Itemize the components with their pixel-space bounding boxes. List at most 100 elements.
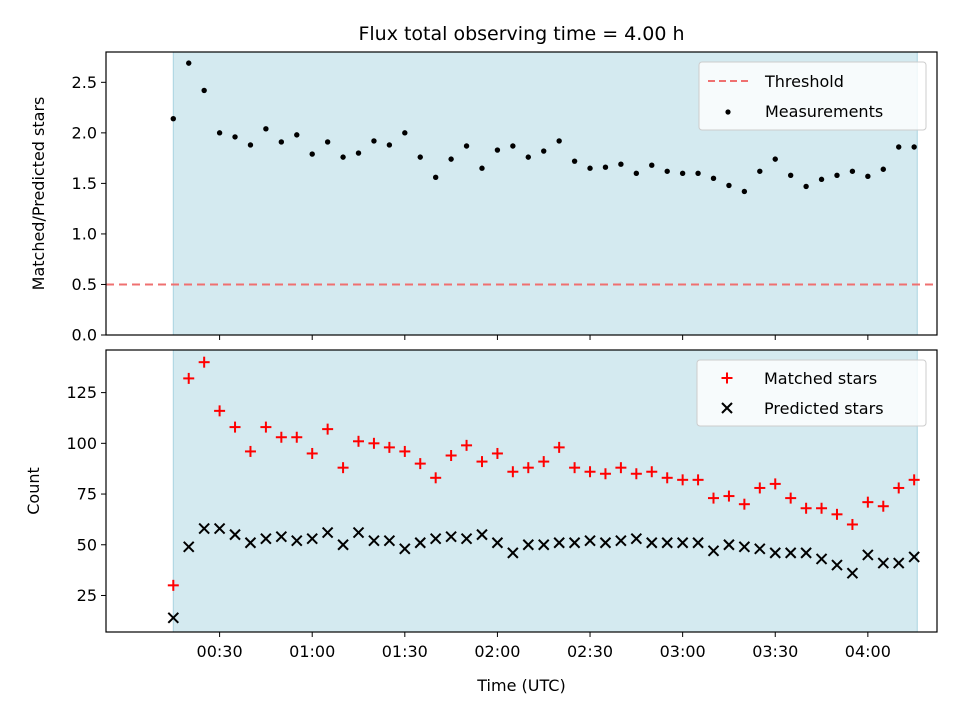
measurement-point — [232, 134, 238, 140]
cross-b — [646, 537, 658, 549]
y-tick-label: 100 — [66, 434, 97, 453]
measurement-point — [911, 144, 917, 150]
predicted-star-point — [260, 532, 272, 545]
measurement-point — [170, 116, 176, 122]
measurement-point — [278, 139, 285, 145]
cross-b — [352, 526, 365, 539]
measurement-point — [679, 170, 686, 176]
measurement-point — [432, 174, 439, 181]
predicted-star-point — [213, 522, 226, 535]
matched-star-point — [908, 474, 920, 486]
cross-b — [213, 522, 226, 535]
cross-b — [260, 532, 272, 545]
cross-b — [460, 532, 473, 545]
matched-star-point — [368, 437, 380, 449]
measurement-point — [865, 173, 871, 180]
predicted-star-point — [291, 534, 303, 547]
matched-star-point — [785, 492, 797, 504]
matched-star-point — [337, 462, 349, 474]
cross-b — [229, 528, 241, 541]
measurement-point — [263, 126, 269, 132]
cross-b — [538, 539, 550, 551]
matched-star-point — [275, 431, 287, 443]
matched-star-point — [646, 466, 658, 478]
matched-star-point — [383, 441, 395, 453]
y-tick-label: 75 — [77, 485, 97, 504]
measurement-point — [710, 175, 717, 182]
x-tick-label: 03:30 — [752, 642, 798, 661]
predicted-stars-series — [167, 522, 920, 624]
cross-b — [615, 534, 627, 547]
cross-b — [584, 534, 596, 547]
x-tick-label: 03:00 — [660, 642, 706, 661]
matched-star-point — [816, 502, 828, 514]
predicted-star-point — [183, 541, 195, 553]
matched-star-point — [800, 502, 812, 514]
matched-star-point — [630, 468, 642, 480]
y-tick-label: 25 — [77, 586, 97, 605]
ratio-legend: Threshold Measurements — [698, 61, 927, 131]
measurement-point — [633, 170, 640, 176]
count-panel: 25 50 75 100 125 00:30 01:00 01:30 02:00 02:30 03… — [24, 349, 938, 695]
y-tick-label: 0.0 — [72, 326, 97, 345]
predicted-star-point — [707, 545, 720, 557]
matched-star-point — [692, 474, 704, 486]
y-tick-label: 1.5 — [72, 174, 97, 193]
measurement-point — [896, 144, 902, 150]
predicted-star-point — [615, 534, 627, 547]
matched-star-point — [414, 458, 426, 470]
x-tick-label: 04:00 — [845, 642, 891, 661]
predicted-star-point — [244, 537, 257, 549]
predicted-star-point — [460, 532, 473, 545]
matched-star-point — [198, 356, 210, 368]
measurement-point — [186, 60, 192, 66]
predicted-star-point — [661, 537, 673, 549]
predicted-star-point — [893, 557, 905, 569]
measurements-series — [170, 60, 917, 195]
matched-star-point — [260, 421, 272, 433]
cross-b — [568, 537, 581, 549]
matched-star-point — [167, 579, 179, 591]
matched-star-point — [553, 441, 565, 453]
predicted-stars-legend-swatch — [721, 402, 733, 414]
measurement-point — [402, 130, 408, 136]
y-tick-label: 2.5 — [72, 73, 97, 92]
predicted-star-point — [831, 559, 843, 571]
measurement-point — [602, 164, 609, 170]
measurement-point — [757, 168, 763, 174]
predicted-star-point — [862, 549, 874, 561]
cross-b — [800, 547, 812, 559]
measurement-point — [787, 172, 794, 179]
measurement-point — [726, 182, 732, 189]
ratio-panel: 0.0 0.5 1.0 1.5 2.0 2.5 Matched/Predicted sta… — [29, 23, 938, 345]
cross-b — [321, 526, 334, 539]
matched-star-point — [661, 472, 673, 484]
measurement-point — [309, 151, 315, 157]
matched-star-point — [877, 500, 889, 512]
cross-b — [831, 559, 843, 571]
measurement-point — [741, 188, 748, 195]
cross-b — [476, 528, 488, 541]
predicted-star-point — [738, 541, 751, 553]
x-axis-label: Time (UTC) — [476, 676, 565, 695]
measurement-point — [695, 170, 701, 176]
matched-star-point — [738, 498, 750, 510]
measurement-point — [371, 138, 377, 144]
matched-star-point — [214, 405, 226, 417]
cross-b — [445, 530, 457, 543]
x-tick-label: 02:00 — [474, 642, 520, 661]
cross-b — [738, 541, 751, 553]
measurement-point — [772, 156, 778, 162]
cross-b — [198, 522, 210, 535]
cross-b — [692, 537, 704, 549]
predicted-star-point — [399, 543, 411, 555]
cross-b — [291, 534, 303, 547]
cross-b — [507, 547, 519, 559]
measurement-point — [618, 161, 624, 167]
measurement-point — [494, 147, 501, 153]
predicted-star-point — [692, 537, 704, 549]
predicted-star-point — [429, 532, 442, 545]
matched-star-point — [353, 435, 365, 447]
matched-star-point — [183, 372, 195, 384]
